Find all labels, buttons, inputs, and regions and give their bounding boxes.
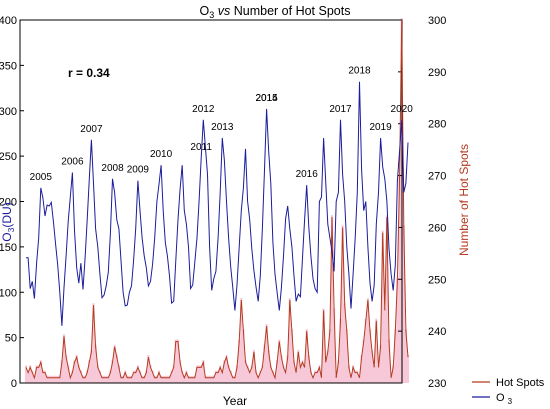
year-label: 2019 bbox=[369, 122, 392, 133]
left-y-axis: 0 50 100 150 200 250 300 350 400 bbox=[0, 15, 24, 390]
correlation-annotation: r = 0.34 bbox=[68, 66, 110, 80]
right-tick-label: 270 bbox=[428, 171, 446, 183]
hotspots-series-line bbox=[25, 19, 409, 380]
series-lines bbox=[25, 19, 409, 380]
left-tick-label: 50 bbox=[5, 333, 17, 345]
left-axis-label: O3(DU) bbox=[0, 202, 16, 241]
chart-title: O3 vs Number of Hot Spots bbox=[200, 4, 351, 20]
o3-series-line bbox=[26, 81, 409, 326]
right-tick-label: 250 bbox=[428, 274, 446, 286]
year-label: 2010 bbox=[150, 149, 173, 160]
left-tick-label: 200 bbox=[0, 197, 17, 209]
hotspot-highlight-path bbox=[24, 18, 410, 383]
right-axis-label: Number of Hot Spots bbox=[457, 144, 471, 256]
year-label: 2007 bbox=[80, 124, 103, 135]
year-label: 2005 bbox=[30, 172, 53, 183]
year-label: 2018 bbox=[348, 66, 371, 77]
legend-hotspots-label: Hot Spots bbox=[496, 377, 545, 389]
year-label: 2014 bbox=[255, 93, 278, 104]
year-label: 2015 bbox=[255, 93, 278, 104]
left-tick-label: 150 bbox=[0, 242, 17, 254]
year-label: 2017 bbox=[329, 104, 352, 115]
right-tick-label: 280 bbox=[428, 119, 446, 131]
left-tick-label: 350 bbox=[0, 60, 17, 72]
year-label: 2009 bbox=[127, 165, 150, 176]
year-label: 2016 bbox=[296, 169, 319, 180]
year-label: 2020 bbox=[391, 104, 414, 115]
right-tick-label: 240 bbox=[428, 326, 446, 338]
year-label: 2012 bbox=[192, 104, 215, 115]
left-tick-label: 400 bbox=[0, 15, 17, 27]
year-label: 2008 bbox=[101, 163, 124, 174]
right-tick-label: 300 bbox=[428, 15, 446, 27]
right-tick-label: 290 bbox=[428, 67, 446, 79]
hotspot-highlight-band bbox=[24, 18, 410, 383]
right-tick-label: 230 bbox=[428, 378, 446, 390]
year-label: 2006 bbox=[61, 156, 84, 167]
left-tick-label: 300 bbox=[0, 106, 17, 118]
left-tick-label: 100 bbox=[0, 287, 17, 299]
left-tick-label: 0 bbox=[11, 378, 17, 390]
year-label: 2013 bbox=[211, 122, 234, 133]
left-tick-label: 250 bbox=[0, 151, 17, 163]
year-label: 2011 bbox=[190, 142, 212, 153]
x-axis-label: Year bbox=[223, 394, 247, 408]
right-tick-label: 260 bbox=[428, 222, 446, 234]
right-y-axis: 230 240 250 260 270 280 290 300 bbox=[398, 15, 446, 390]
